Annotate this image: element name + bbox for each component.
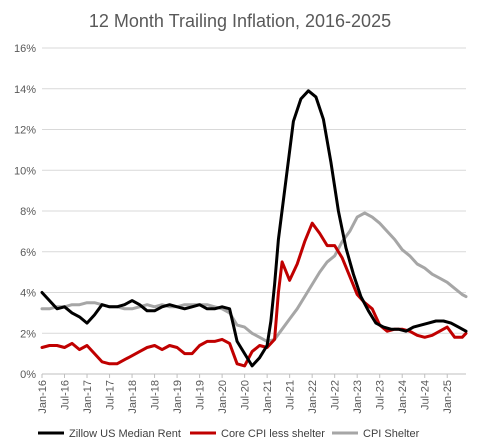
legend: Zillow US Median Rent Core CPI less shelt… xyxy=(38,428,420,440)
x-tick-label: Jan-17 xyxy=(82,380,94,414)
x-tick-label: Jul-21 xyxy=(285,380,297,410)
x-tick-label: Jan-20 xyxy=(217,380,229,414)
y-tick-label: 8% xyxy=(20,206,36,218)
y-tick-label: 12% xyxy=(14,125,36,137)
series-line-core-cpi-less-shelter xyxy=(40,221,468,368)
y-axis-ticks: 0% 2% 4% 6% 8% 10% 12% 14% 16% xyxy=(14,43,36,381)
y-tick-label: 6% xyxy=(20,247,36,259)
legend-label: Zillow US Median Rent xyxy=(69,428,181,440)
series-lines xyxy=(40,89,468,368)
chart-title: 12 Month Trailing Inflation, 2016-2025 xyxy=(89,11,391,31)
x-tick-label: Jul-19 xyxy=(195,380,207,410)
x-tick-label: Jul-24 xyxy=(420,380,432,410)
y-tick-label: 16% xyxy=(14,43,36,55)
x-tick-label: Jul-16 xyxy=(60,380,72,410)
x-tick-label: Jul-22 xyxy=(330,380,342,410)
x-tick-label: Jan-23 xyxy=(352,380,364,414)
y-tick-label: 10% xyxy=(14,165,36,177)
x-tick-label: Jul-17 xyxy=(105,380,117,410)
x-tick-label: Jan-18 xyxy=(127,380,139,414)
series-line-cpi-shelter xyxy=(40,211,468,343)
gridlines xyxy=(42,47,466,334)
x-tick-label: Jan-24 xyxy=(397,380,409,414)
x-tick-label: Jul-18 xyxy=(150,380,162,410)
series-line-zillow-us-median-rent xyxy=(40,89,468,368)
x-axis: Jan-16 Jul-16 Jan-17 Jul-17 Jan-18 Jul-18 Jan-… xyxy=(37,373,466,414)
y-tick-label: 4% xyxy=(20,288,36,300)
legend-label: CPI Shelter xyxy=(363,428,420,440)
x-tick-label: Jul-23 xyxy=(375,380,387,410)
y-tick-label: 14% xyxy=(14,84,36,96)
x-tick-label: Jan-19 xyxy=(172,380,184,414)
x-tick-label: Jan-22 xyxy=(307,380,319,414)
legend-label: Core CPI less shelter xyxy=(221,428,325,440)
y-tick-label: 0% xyxy=(20,369,36,381)
x-tick-label: Jan-25 xyxy=(442,380,454,414)
x-tick-label: Jul-20 xyxy=(240,380,252,410)
x-tick-label: Jan-16 xyxy=(37,380,49,414)
y-tick-label: 2% xyxy=(20,328,36,340)
x-tick-label: Jan-21 xyxy=(262,380,274,414)
